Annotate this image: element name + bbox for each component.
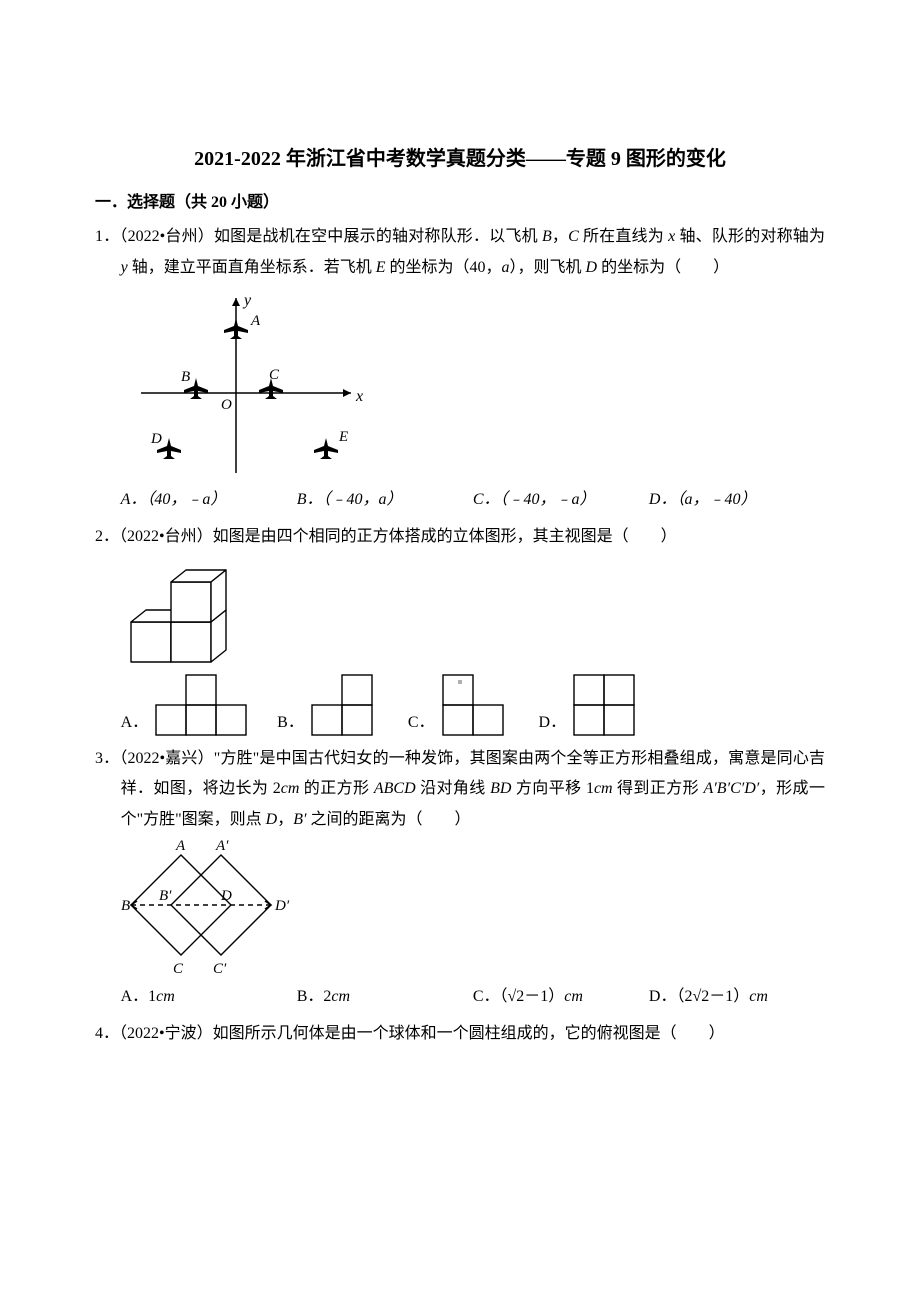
q4-src: （2022•宁波） xyxy=(119,1025,213,1042)
q1-a: a xyxy=(502,259,510,276)
question-1: 1．（2022•台州）如图是战机在空中展示的轴对称队形．以飞机 B，C 所在直线… xyxy=(95,222,825,515)
svg-text:C′: C′ xyxy=(213,961,227,977)
q1-t3: 轴、队形的对称轴为 xyxy=(675,228,825,245)
page-title: 2021-2022 年浙江省中考数学真题分类——专题 9 图形的变化 xyxy=(95,140,825,178)
q3-optA: A．1cm xyxy=(121,982,297,1012)
question-4: 4．（2022•宁波）如图所示几何体是由一个球体和一个圆柱组成的，它的俯视图是（… xyxy=(95,1019,825,1049)
q3-t5: 得到正方形 xyxy=(613,780,704,797)
q3-D: D xyxy=(266,811,278,828)
q4-text: 如图所示几何体是由一个球体和一个圆柱组成的，它的俯视图是（ ） xyxy=(213,1025,725,1042)
q2-optB: B． xyxy=(277,673,380,738)
q4-num: 4． xyxy=(95,1025,119,1042)
svg-text:x: x xyxy=(355,388,363,405)
q3-BD: BD xyxy=(490,780,511,797)
svg-text:C: C xyxy=(173,961,184,977)
q1-y: y xyxy=(121,259,128,276)
q2-src: （2022•台州） xyxy=(119,528,213,545)
q1-figure: y x O A B C D E xyxy=(95,283,825,483)
q3-options: A．1cm B．2cm C．（√2－1）cm D．（2√2－1）cm xyxy=(95,982,825,1012)
question-2: 2．（2022•台州）如图是由四个相同的正方体搭成的立体图形，其主视图是（ ） xyxy=(95,522,825,738)
q3-optB: B．2cm xyxy=(297,982,473,1012)
q3-t3: 沿对角线 xyxy=(416,780,490,797)
svg-text:B′: B′ xyxy=(159,888,172,904)
svg-text:E: E xyxy=(338,429,348,445)
q2-optA: A． xyxy=(121,673,250,738)
svg-text:C: C xyxy=(269,367,280,383)
q3-t7: 之间的距离为（ ） xyxy=(307,811,471,828)
q1-src: （2022•台州） xyxy=(119,228,214,245)
q1-t6: ），则飞机 xyxy=(510,259,586,276)
q3-cm2: cm xyxy=(594,780,613,797)
q1-options: A．（40，﹣a） B．（﹣40，a） C．（﹣40，﹣a） D．（a，﹣40） xyxy=(95,485,825,515)
q1-optC: C．（﹣40，﹣a） xyxy=(473,485,649,515)
q2-text: 如图是由四个相同的正方体搭成的立体图形，其主视图是（ ） xyxy=(213,528,677,545)
q3-ABCD: ABCD xyxy=(374,780,416,797)
page-marker-icon xyxy=(458,680,462,684)
svg-text:B: B xyxy=(181,369,190,385)
q3-src: （2022•嘉兴） xyxy=(119,750,213,767)
q1-E: E xyxy=(376,259,386,276)
svg-text:D: D xyxy=(220,888,232,904)
svg-text:D: D xyxy=(150,431,162,447)
q1-t5: 的坐标为（40， xyxy=(386,259,502,276)
q1-D: D xyxy=(586,259,598,276)
q1-optB: B．（﹣40，a） xyxy=(297,485,473,515)
q3-Ap: A′B′C′D′ xyxy=(704,780,760,797)
q1-num: 1． xyxy=(95,228,119,245)
q3-optD: D．（2√2－1）cm xyxy=(649,982,825,1012)
q1-t1: 如图是战机在空中展示的轴对称队形．以飞机 xyxy=(214,228,542,245)
q1-t4: 轴，建立平面直角坐标系．若飞机 xyxy=(128,259,376,276)
svg-text:B: B xyxy=(121,898,130,914)
q2-num: 2． xyxy=(95,528,119,545)
q3-figure: A A′ B B′ D D′ C C′ xyxy=(95,835,825,980)
svg-text:A: A xyxy=(175,838,186,854)
section-heading: 一．选择题（共 20 小题） xyxy=(95,188,825,218)
q3-Bp: B′ xyxy=(293,811,306,828)
q3-t2: 的正方形 xyxy=(299,780,373,797)
q1-optA: A．（40，﹣a） xyxy=(121,485,297,515)
q3-t4: 方向平移 1 xyxy=(511,780,593,797)
q3-optC: C．（√2－1）cm xyxy=(473,982,649,1012)
q1-optD: D．（a，﹣40） xyxy=(649,485,825,515)
question-3: 3．（2022•嘉兴）"方胜"是中国古代妇女的一种发饰，其图案由两个全等正方形相… xyxy=(95,744,825,1013)
svg-text:A′: A′ xyxy=(215,838,229,854)
q1-t2: 所在直线为 xyxy=(579,228,668,245)
q3-num: 3． xyxy=(95,750,119,767)
q1-B: B xyxy=(542,228,552,245)
svg-text:A: A xyxy=(250,313,261,329)
svg-text:y: y xyxy=(242,292,252,309)
svg-text:O: O xyxy=(221,397,232,413)
q3-cm1: cm xyxy=(281,780,300,797)
q1-C: C xyxy=(568,228,579,245)
q1-t7: 的坐标为（ ） xyxy=(597,259,729,276)
q3-comma: ， xyxy=(277,811,293,828)
svg-text:D′: D′ xyxy=(274,898,290,914)
q2-optD: D． xyxy=(539,673,643,738)
q2-figure xyxy=(95,552,825,667)
